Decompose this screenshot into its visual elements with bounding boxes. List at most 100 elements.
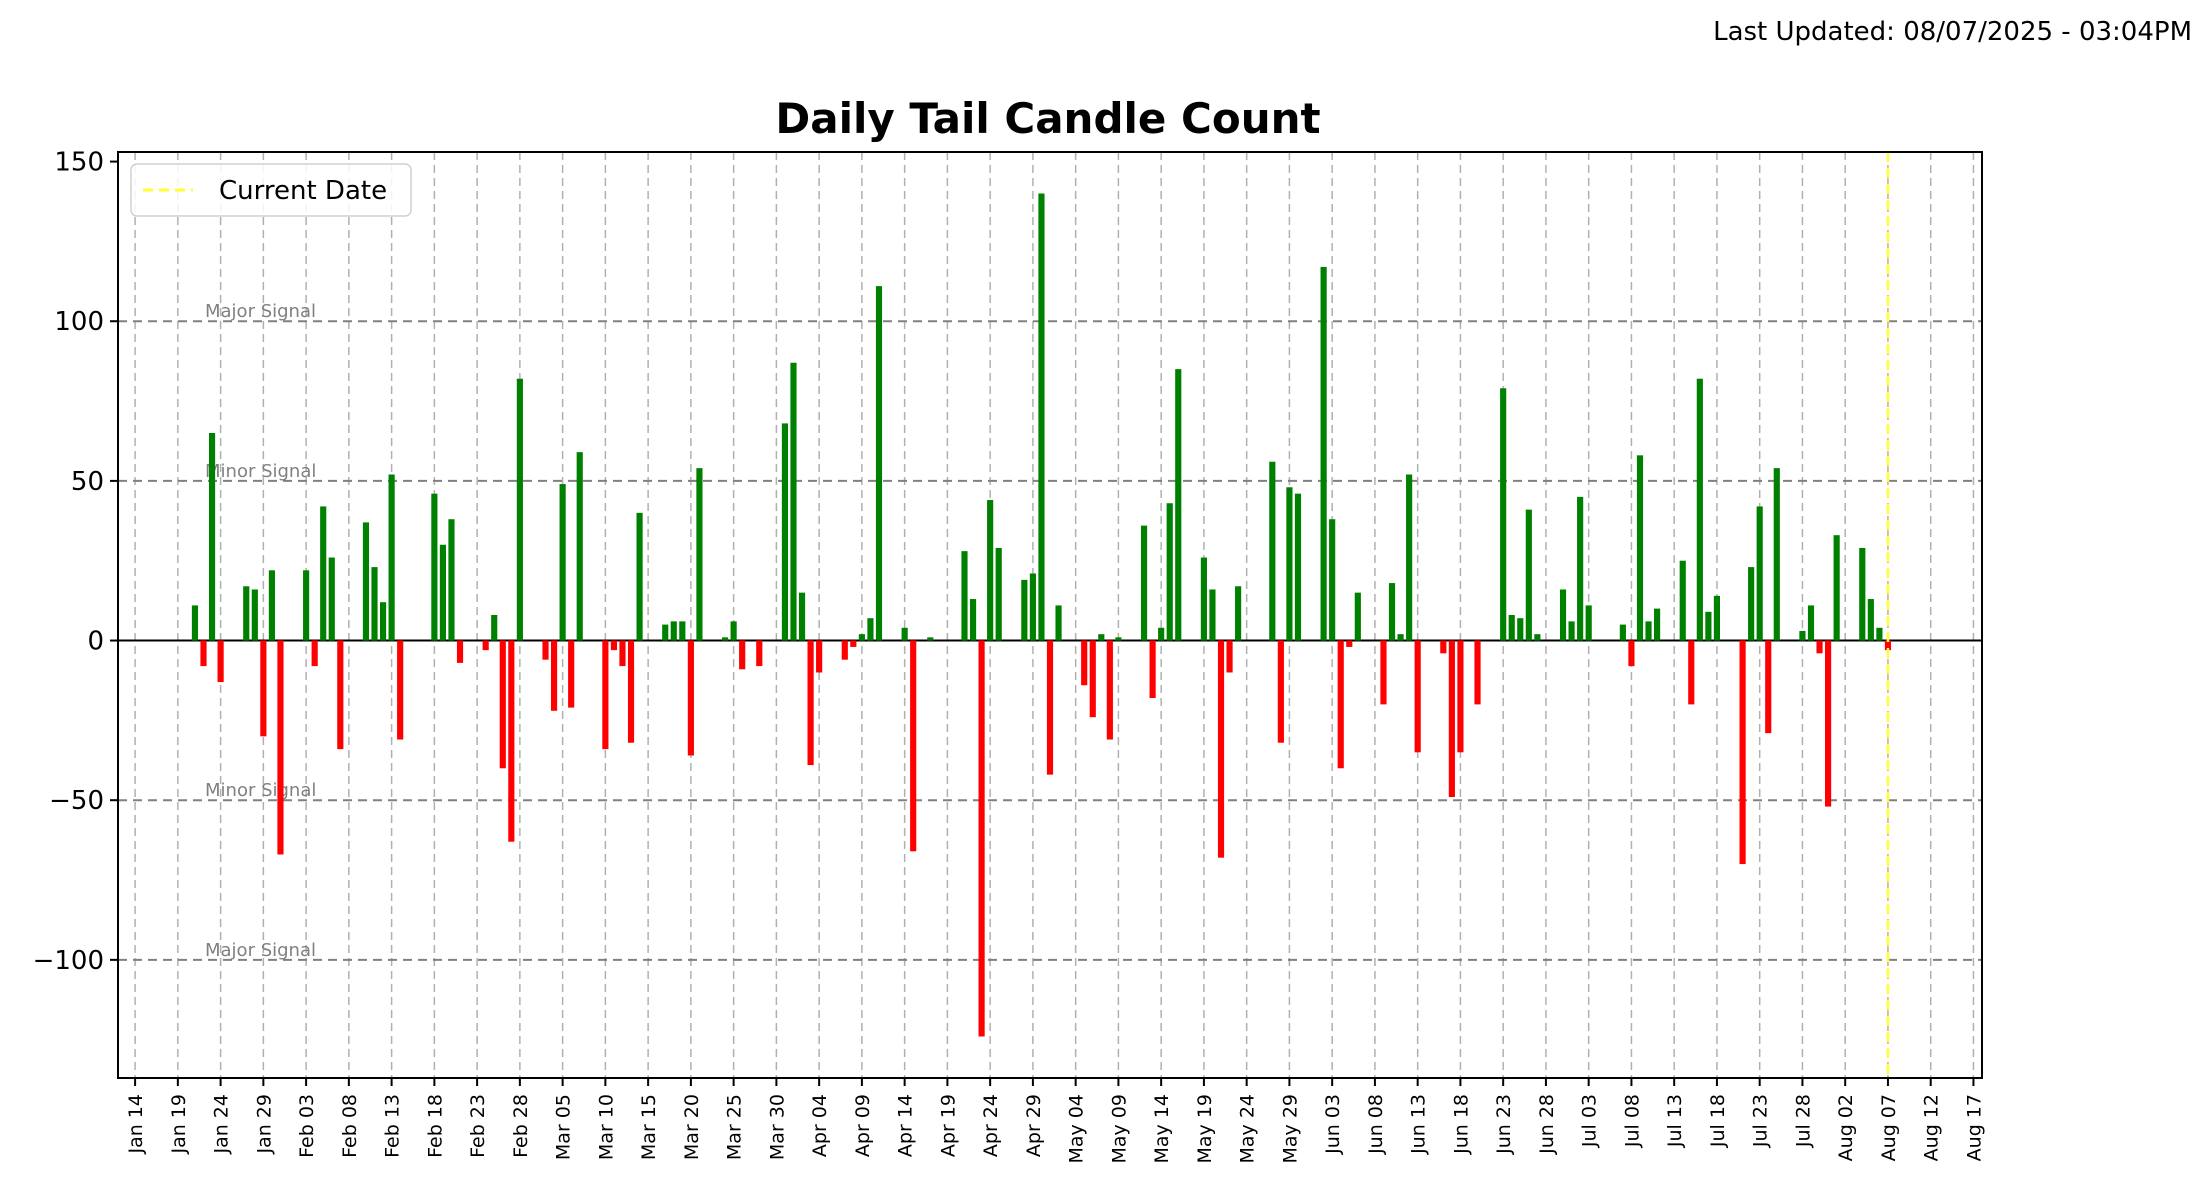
bar [371,567,378,641]
x-tick-label: Mar 20 [681,1094,703,1160]
y-tick-label: 0 [87,627,104,657]
x-tick-label: Jul 23 [1750,1094,1772,1148]
bar [550,640,558,711]
x-tick-label: Aug 07 [1878,1094,1900,1161]
bar [627,640,635,743]
y-tick-label: 150 [54,148,104,178]
bar [1568,621,1575,641]
bar [1106,640,1113,740]
x-tick-label: Mar 15 [638,1094,660,1160]
bar [1046,640,1054,775]
bar [1799,630,1806,641]
bar [1765,640,1772,734]
bar [1440,640,1447,654]
bar [1149,640,1156,699]
bar [875,286,883,641]
x-tick-label: May 09 [1108,1094,1130,1164]
x-tick-label: Jul 13 [1664,1094,1686,1148]
bar [1286,487,1293,641]
bar [1577,496,1584,641]
bar [448,519,455,641]
y-tick-label: 50 [71,467,104,497]
bar [559,484,566,641]
legend: Current Date [130,163,412,217]
axes: −100 −50 0 50 100 150 Jan 14 Jan 19 Jan 24 Jan 29… [33,148,1986,1164]
bar [1688,640,1695,705]
bar [516,378,523,641]
x-tick-label: May 24 [1237,1094,1259,1164]
bar [995,547,1002,641]
bar [320,506,327,641]
x-tick-label: Feb 13 [382,1094,404,1158]
bar [969,599,977,641]
bar [1884,640,1892,651]
bar [431,493,438,641]
x-tick-label: Apr 29 [1023,1094,1045,1157]
bar [739,640,746,670]
bar [243,586,250,641]
bar [662,624,669,641]
bar [1500,388,1507,641]
x-tick-label: Jun 13 [1408,1094,1430,1155]
bar [1585,605,1592,641]
bar [1354,592,1361,641]
bar [1508,615,1515,641]
bar [1525,509,1532,641]
bar [636,512,643,641]
x-tick-label: Jun 03 [1322,1094,1344,1155]
plot-frame [117,151,1983,1079]
x-tick-label: Jan 14 [125,1094,147,1155]
bar [576,452,583,641]
x-tick-label: Jul 18 [1707,1094,1729,1148]
bar [328,557,335,641]
x-tick-label: Jul 03 [1579,1094,1601,1148]
bar [1833,535,1840,641]
y-tick-label: −100 [33,946,104,976]
bar [456,640,464,663]
bar [1337,640,1344,769]
bar [901,627,908,641]
bar [1269,461,1276,641]
bar [1679,560,1686,641]
bar [670,621,677,641]
x-tick-label: May 29 [1279,1094,1301,1164]
bar [610,640,618,651]
x-tick-label: Apr 04 [809,1094,831,1157]
bar [1739,640,1746,865]
bar [1158,627,1165,641]
bar [978,640,985,1037]
bar [260,640,267,737]
y-tick-label: −50 [49,786,104,816]
bar [482,640,489,651]
x-tick-label: Feb 08 [339,1094,361,1158]
bar [841,640,848,660]
x-tick-label: Aug 17 [1963,1094,1985,1161]
bar [1175,369,1182,641]
bar [379,602,387,641]
bar [311,640,318,667]
bar [1029,573,1036,641]
bar [679,621,686,641]
bar [303,570,310,641]
bar [1654,608,1661,641]
bar [268,570,275,641]
bar [1559,589,1567,641]
bar [1517,618,1524,641]
x-tick-label: Feb 28 [510,1094,532,1158]
bar [337,640,344,750]
x-tick-label: Jul 08 [1621,1094,1643,1148]
bar [1619,624,1626,641]
bar [1166,503,1173,641]
bar [790,362,797,641]
bar [1209,589,1216,641]
bar [619,640,626,667]
x-tick-label: Jun 08 [1365,1094,1387,1155]
x-tick-label: Jan 29 [253,1094,275,1155]
bar [277,640,284,855]
bar [927,637,934,641]
signal-label: Major Signal [205,301,316,322]
bar [1696,378,1703,641]
bar [1414,640,1421,753]
signal-label: Minor Signal [205,780,316,801]
bar [1645,621,1652,641]
